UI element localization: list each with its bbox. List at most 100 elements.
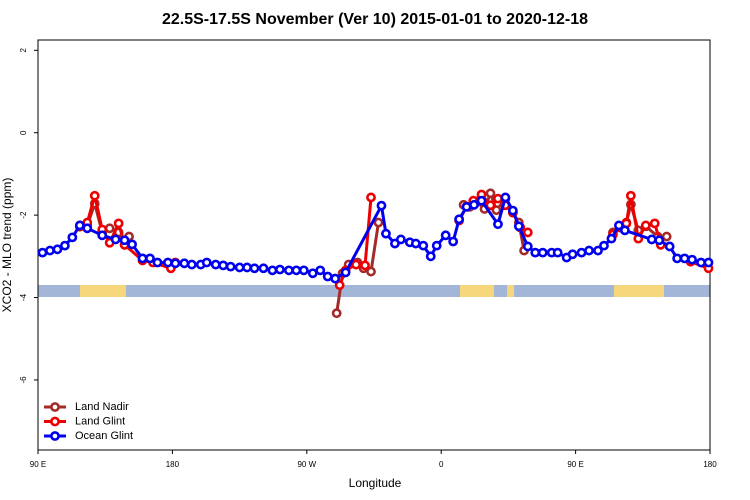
point: [145, 253, 155, 264]
point: [225, 261, 236, 272]
point: [522, 227, 533, 238]
point: [258, 263, 269, 274]
x-tick-label: 90 E: [567, 460, 583, 469]
legend-label: Ocean Glint: [75, 430, 133, 442]
point: [640, 220, 651, 231]
land-band: [80, 285, 126, 297]
y-tick-label: -6: [19, 376, 28, 384]
land-band: [460, 285, 494, 297]
y-tick-label: 2: [19, 48, 28, 53]
point: [275, 264, 285, 275]
point: [654, 235, 665, 246]
point: [322, 271, 333, 282]
point: [249, 263, 260, 274]
x-tick-label: 180: [166, 460, 180, 469]
point: [679, 253, 690, 264]
point: [448, 236, 459, 247]
point: [696, 257, 706, 268]
point: [113, 218, 124, 229]
point: [431, 240, 442, 251]
point: [584, 245, 594, 256]
point: [331, 308, 342, 319]
x-tick-label: 180: [703, 460, 717, 469]
point: [89, 190, 100, 201]
point: [567, 249, 578, 260]
point: [593, 245, 603, 256]
legend-marker: [50, 402, 60, 412]
point: [576, 247, 587, 258]
point: [476, 195, 487, 206]
point: [500, 192, 511, 203]
point: [170, 258, 181, 269]
point: [703, 257, 714, 268]
legend-marker: [50, 431, 60, 441]
point: [97, 230, 108, 241]
x-tick-label: 0: [439, 460, 444, 469]
point: [201, 257, 212, 268]
x-tick-label: 90 W: [297, 460, 316, 469]
y-tick-label: -4: [19, 293, 28, 301]
point: [45, 245, 55, 256]
point: [599, 240, 609, 251]
point: [366, 266, 376, 277]
point: [687, 254, 697, 265]
point: [619, 225, 630, 236]
land-band: [507, 285, 514, 297]
land-band: [614, 285, 664, 297]
point: [340, 267, 351, 278]
point: [283, 265, 294, 276]
point: [82, 223, 93, 234]
point: [59, 240, 70, 251]
point: [360, 260, 370, 271]
point: [110, 234, 121, 245]
point: [298, 265, 309, 276]
point: [74, 220, 85, 231]
point: [491, 205, 502, 216]
point: [493, 193, 503, 204]
point: [152, 257, 163, 268]
point: [37, 247, 48, 258]
point: [137, 253, 148, 264]
legend-label: Land Nadir: [75, 401, 129, 413]
land-ocean-band: [38, 285, 710, 297]
point: [351, 259, 361, 270]
point: [485, 188, 496, 199]
point: [267, 265, 278, 276]
point: [649, 218, 660, 229]
chart-title: 22.5S-17.5S November (Ver 10) 2015-01-01…: [162, 11, 588, 28]
point: [395, 234, 406, 245]
y-tick-label: 0: [19, 130, 28, 135]
point: [186, 259, 197, 270]
point: [366, 192, 376, 203]
point: [315, 265, 326, 276]
point: [537, 247, 548, 258]
point: [454, 214, 465, 225]
point: [625, 190, 636, 201]
plot-frame: [37, 39, 711, 451]
point: [210, 259, 221, 270]
point: [672, 253, 683, 264]
point: [469, 199, 479, 210]
point: [376, 200, 387, 211]
point: [507, 205, 518, 216]
point: [307, 268, 318, 279]
point: [425, 251, 436, 262]
point: [119, 235, 130, 246]
point: [104, 223, 115, 234]
legend-label: Land Glint: [75, 415, 125, 427]
point: [485, 200, 496, 211]
y-axis-label: XCO2 - MLO trend (ppm): [0, 178, 14, 313]
point: [218, 260, 229, 271]
point: [52, 244, 63, 255]
x-tick-label: 90 E: [30, 460, 46, 469]
ocean-band: [38, 285, 710, 297]
point: [661, 231, 672, 242]
legend-marker: [50, 416, 60, 427]
point: [513, 221, 524, 232]
point: [614, 220, 624, 231]
point: [179, 258, 190, 269]
point: [330, 273, 341, 284]
point: [410, 238, 421, 249]
point: [440, 230, 451, 241]
point: [163, 257, 173, 268]
